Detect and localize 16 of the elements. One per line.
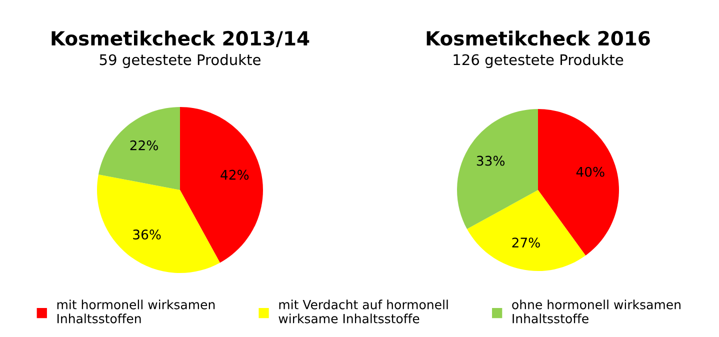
legend-label: mit hormonell wirksamen Inhaltsstoffen	[57, 300, 215, 324]
chart-title: Kosmetikcheck 2016	[426, 30, 650, 46]
data-label: 36%	[133, 230, 161, 240]
pie-slice	[538, 109, 619, 256]
legend-label: mit Verdacht auf hormonell wirksame Inhaltsstoffe	[278, 300, 448, 324]
chart-title: Kosmetikcheck 2013/14	[52, 30, 310, 48]
data-label: 33%	[476, 156, 505, 166]
data-label: 42%	[220, 170, 249, 180]
pie-slice	[457, 109, 538, 230]
pie-slice	[467, 190, 586, 271]
data-label: 27%	[512, 238, 540, 248]
legend-label: ohne hormonell wirksamen Inhaltsstoffe	[512, 300, 680, 324]
chart-subtitle: 59 getestete Produkte	[100, 54, 260, 68]
data-label: 40%	[576, 166, 604, 177]
data-label: 22%	[130, 140, 158, 150]
chart-subtitle: 126 getestete Produkte	[454, 54, 624, 68]
